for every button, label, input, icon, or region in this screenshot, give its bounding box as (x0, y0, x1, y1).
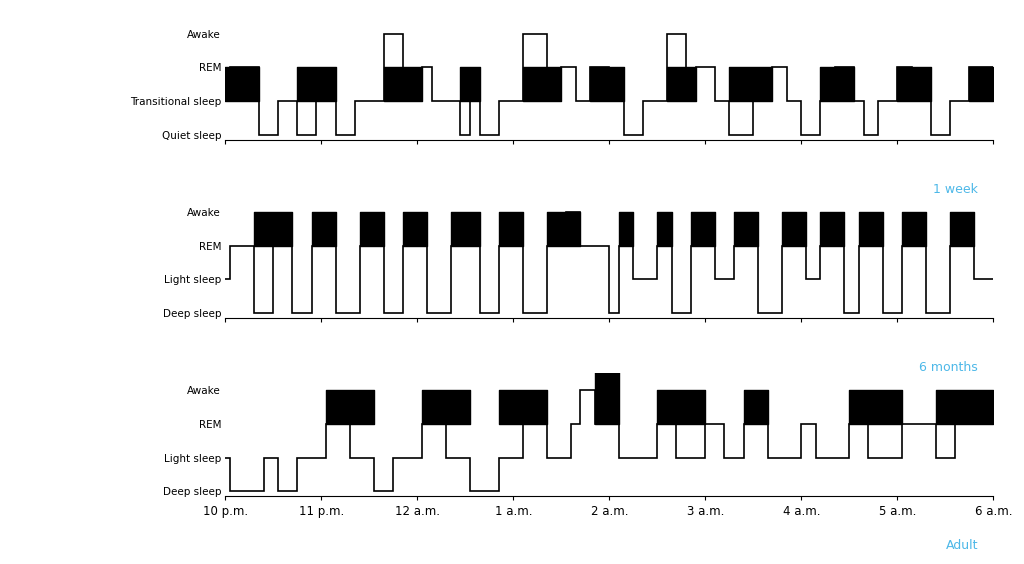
Bar (225, 68, 259, 101)
Bar (326, 390, 374, 424)
Bar (595, 356, 618, 424)
Bar (618, 212, 633, 246)
Bar (297, 68, 336, 101)
Bar (667, 68, 695, 101)
Bar (970, 68, 993, 101)
Bar (499, 390, 547, 424)
Bar (451, 212, 479, 246)
Bar (691, 212, 715, 246)
Bar (461, 68, 479, 101)
Bar (311, 212, 336, 246)
Bar (523, 68, 561, 101)
Bar (950, 212, 974, 246)
Bar (849, 390, 902, 424)
Bar (743, 390, 768, 424)
Bar (402, 212, 427, 246)
Bar (499, 212, 523, 246)
Bar (859, 212, 883, 246)
Text: 1 week: 1 week (933, 183, 978, 196)
Bar (422, 390, 470, 424)
Bar (782, 212, 806, 246)
Bar (547, 212, 581, 246)
Bar (657, 390, 706, 424)
Bar (590, 68, 624, 101)
Bar (359, 212, 384, 246)
Bar (734, 212, 758, 246)
Bar (820, 212, 845, 246)
Text: Adult: Adult (945, 539, 978, 552)
Bar (902, 212, 926, 246)
Bar (384, 68, 422, 101)
Bar (254, 212, 293, 246)
Bar (936, 390, 993, 424)
Bar (657, 212, 672, 246)
Text: 6 months: 6 months (920, 361, 978, 374)
Bar (729, 68, 772, 101)
Bar (820, 68, 854, 101)
Bar (897, 68, 931, 101)
